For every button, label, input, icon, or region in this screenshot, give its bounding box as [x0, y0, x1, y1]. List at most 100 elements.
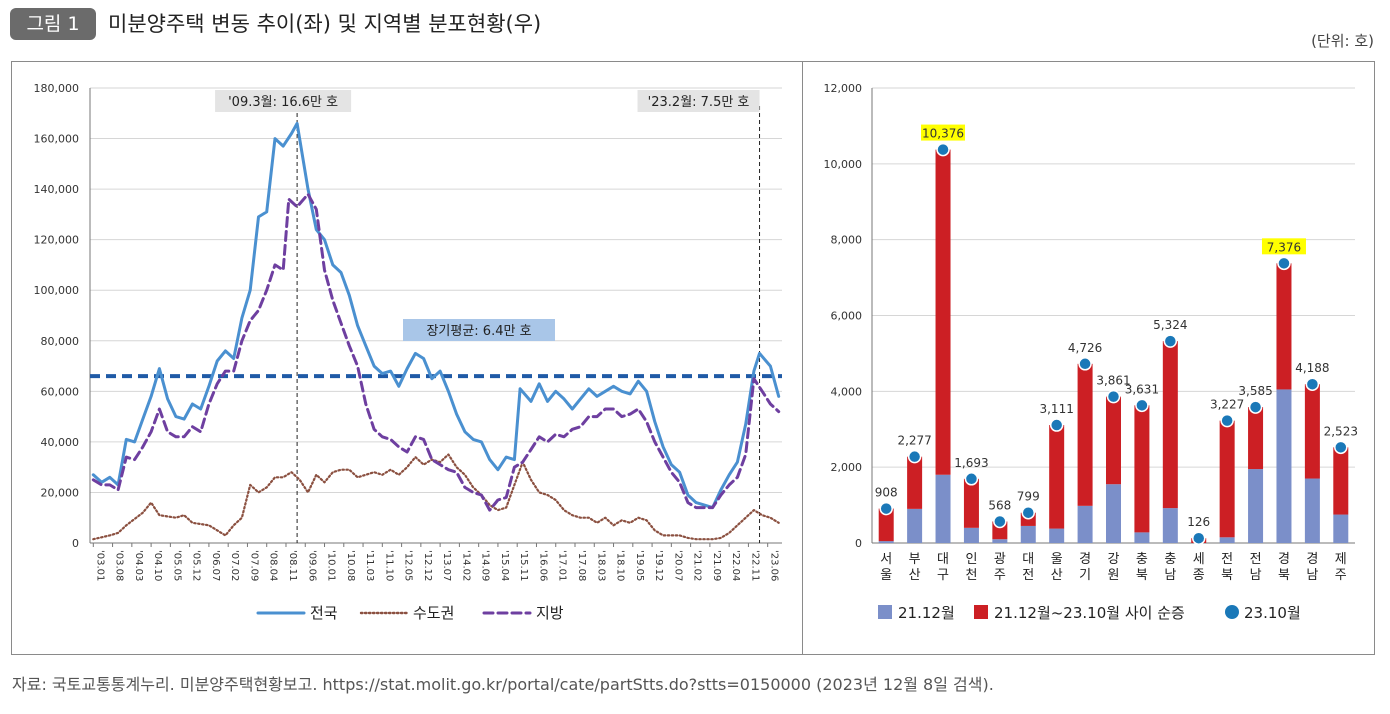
- bar-base: [1077, 505, 1093, 543]
- data-label: 4,188: [1295, 361, 1329, 375]
- category-label: 광: [994, 552, 1006, 567]
- legend-label-2: 21.12월~23.10월 사이 순증: [994, 604, 1185, 622]
- category-label: 인: [965, 552, 977, 567]
- y-tick-label: 12,000: [824, 82, 863, 95]
- category-label: 울: [1051, 552, 1063, 567]
- category-label: 기: [1079, 568, 1091, 583]
- category-label: 전: [1250, 552, 1262, 567]
- category-label: 남: [1250, 568, 1262, 583]
- bar-base: [1219, 537, 1235, 543]
- y-tick-label: 100,000: [34, 284, 80, 297]
- category-label: 북: [1136, 568, 1148, 583]
- bar-base: [935, 474, 951, 543]
- x-tick-label: '11.03: [364, 550, 375, 581]
- total-marker: [907, 449, 922, 464]
- y-tick-label: 10,000: [824, 158, 863, 171]
- category-label: 서: [880, 552, 892, 567]
- y-tick-label: 80,000: [41, 335, 80, 348]
- category-label: 대: [937, 552, 949, 567]
- peak-annotation: '09.3월: 16.6만 호: [228, 95, 338, 110]
- x-tick-label: '07.09: [248, 550, 259, 581]
- series-line-1: [91, 121, 781, 510]
- bar-increase: [1077, 363, 1093, 506]
- data-label: 2,523: [1324, 424, 1358, 438]
- category-label: 전: [1221, 552, 1233, 567]
- x-tick-label: '22.11: [749, 550, 760, 581]
- y-tick-label: 160,000: [34, 133, 80, 146]
- highlight-box: [1261, 238, 1306, 255]
- right-bar-chart: 02,0004,0006,0008,00010,00012,000908서울2,…: [824, 82, 1358, 622]
- highlight-box: [921, 124, 966, 141]
- data-label: 3,631: [1125, 382, 1159, 396]
- y-tick-label: 140,000: [34, 183, 80, 196]
- x-tick-label: '09.06: [306, 550, 317, 581]
- x-tick-label: '12.12: [422, 550, 433, 581]
- total-marker: [1277, 256, 1291, 271]
- bar-increase: [1134, 405, 1150, 533]
- x-tick-label: '07.02: [229, 550, 240, 581]
- y-tick-label: 0: [72, 537, 79, 550]
- bar-base: [907, 508, 923, 543]
- y-tick-label: 40,000: [41, 436, 80, 449]
- x-tick-label: '11.10: [383, 550, 394, 581]
- bar-base: [992, 539, 1008, 543]
- total-marker: [1305, 377, 1320, 391]
- legend-label-1: 21.12월: [898, 604, 955, 622]
- legend-swatch-2: [974, 605, 988, 619]
- data-label: 2,277: [897, 434, 931, 448]
- series-line-2: [92, 453, 780, 541]
- legend-label-2: 수도권: [413, 604, 454, 622]
- x-tick-label: '21.02: [692, 550, 703, 581]
- bar-base: [1020, 525, 1036, 543]
- figure-badge: 그림 1: [10, 8, 96, 40]
- bar-increase: [1304, 384, 1320, 479]
- data-label: 799: [1017, 490, 1040, 504]
- x-tick-label: '03.08: [114, 550, 125, 581]
- x-tick-label: '14.02: [460, 550, 471, 581]
- x-tick-label: '04.10: [152, 550, 163, 581]
- left-line-chart: 0 20,000 40,000 60,000 80,000 100,000 120,000 1…: [34, 82, 782, 622]
- category-label: 원: [1108, 568, 1120, 583]
- category-label: 북: [1278, 568, 1290, 583]
- y-tick-label: 8,000: [831, 234, 863, 247]
- y-tick-label: 60,000: [41, 385, 80, 398]
- total-marker: [1021, 505, 1036, 520]
- data-label: 3,861: [1096, 374, 1130, 388]
- average-annotation: 장기평균: 6.4만 호: [426, 324, 531, 339]
- figure-frame: [11, 61, 1375, 655]
- average-annotation-box: [403, 319, 555, 341]
- x-tick-label: '22.04: [730, 550, 741, 581]
- total-marker: [964, 472, 979, 486]
- legend-swatch-1: [878, 605, 892, 619]
- category-label: 충: [1164, 552, 1176, 567]
- total-marker: [1220, 413, 1234, 428]
- bar-base: [1162, 508, 1178, 543]
- bar-base: [878, 541, 894, 543]
- x-tick-label: '12.05: [403, 550, 414, 581]
- data-label: 5,324: [1153, 318, 1187, 332]
- x-tick-label: '18.03: [595, 550, 606, 581]
- data-label: 10,376: [922, 127, 964, 141]
- data-label: 3,227: [1210, 398, 1244, 412]
- bar-increase: [1248, 407, 1264, 470]
- bar-base: [1248, 469, 1264, 543]
- category-label: 전: [1022, 568, 1034, 583]
- x-tick-label: '13.07: [441, 550, 452, 581]
- y-tick-label: 4,000: [831, 385, 863, 398]
- category-label: 남: [1306, 568, 1318, 583]
- x-tick-label: '10.08: [345, 550, 356, 581]
- total-marker: [993, 514, 1007, 529]
- category-label: 부: [909, 552, 921, 567]
- recent-annotation-box: [637, 90, 760, 112]
- category-label: 북: [1221, 568, 1233, 583]
- x-tick-label: '21.09: [711, 550, 722, 581]
- bar-base: [1304, 478, 1320, 543]
- y-tick-label: 180,000: [34, 82, 80, 95]
- category-label: 구: [937, 568, 949, 583]
- data-label: 568: [988, 498, 1011, 512]
- total-marker: [1248, 400, 1263, 414]
- total-marker: [1191, 531, 1206, 545]
- y-tick-label: 120,000: [34, 234, 80, 247]
- total-marker: [1049, 418, 1064, 432]
- category-label: 경: [1079, 552, 1091, 567]
